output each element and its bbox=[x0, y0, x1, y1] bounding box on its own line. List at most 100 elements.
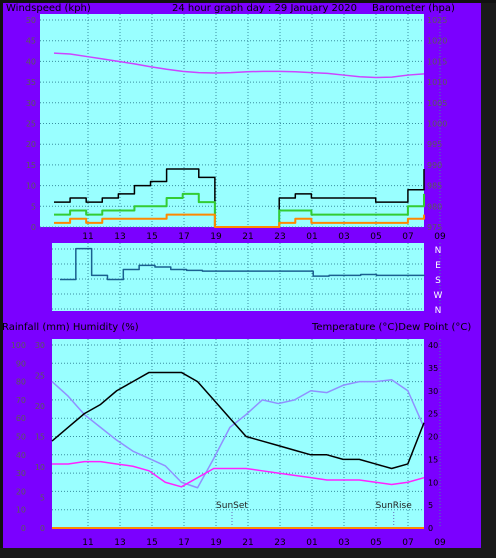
x-tick-label: 09 bbox=[434, 232, 446, 242]
x-tick-label: 17 bbox=[178, 232, 189, 242]
baro-y-tick: 1005 bbox=[427, 99, 447, 108]
temperature-line bbox=[51, 371, 425, 470]
temp-y-tick: 20 bbox=[428, 433, 438, 442]
wind-plot-area bbox=[40, 14, 424, 227]
baro-y-tick: 1000 bbox=[427, 120, 447, 129]
graph-date-title: 24 hour graph day : 29 January 2020 bbox=[172, 3, 357, 14]
x-tick-label: 03 bbox=[338, 232, 349, 242]
x-tick-label: 05 bbox=[370, 538, 381, 548]
rain-y-tick: 15 bbox=[35, 433, 45, 442]
temp-y-tick: 35 bbox=[428, 364, 438, 373]
windspeed-axis-title: Windspeed (kph) bbox=[6, 3, 91, 14]
x-tick-label: 21 bbox=[242, 538, 253, 548]
rain-y-tick: 0 bbox=[40, 524, 45, 533]
x-tick-label: 23 bbox=[274, 232, 285, 242]
dewpoint-line bbox=[52, 460, 425, 488]
humidity-y-tick: 80 bbox=[16, 378, 26, 387]
direction-y-tick: N bbox=[435, 306, 442, 316]
humidity-y-tick: 30 bbox=[16, 469, 26, 478]
baro-y-tick: 1010 bbox=[427, 78, 447, 87]
x-tick-label: 07 bbox=[402, 538, 413, 548]
series-layer bbox=[51, 52, 425, 529]
x-tick-label: 09 bbox=[434, 538, 446, 548]
bottom-gutter bbox=[0, 548, 496, 558]
x-tick-label: 03 bbox=[338, 538, 349, 548]
x-tick-label: 19 bbox=[210, 538, 222, 548]
x-tick-label: 01 bbox=[306, 538, 317, 548]
baro-y-tick: 980 bbox=[427, 202, 442, 211]
x-tick-label: 13 bbox=[114, 232, 125, 242]
wind-y-tick: 0 bbox=[31, 223, 36, 232]
baro-y-tick: 990 bbox=[427, 161, 442, 170]
rain-y-tick: 20 bbox=[35, 402, 45, 411]
x-tick-label: 15 bbox=[146, 232, 157, 242]
direction-y-tick: W bbox=[434, 291, 443, 301]
x-tick-label: 13 bbox=[114, 538, 125, 548]
barometer-line bbox=[53, 52, 425, 79]
x-tick-label: 15 bbox=[146, 538, 157, 548]
direction-plot-area bbox=[52, 243, 424, 311]
wind-y-tick: 20 bbox=[26, 140, 36, 149]
rain-humidity-axis-title: Rainfall (mm) Humidity (%) bbox=[2, 322, 139, 333]
right-gutter bbox=[481, 3, 496, 558]
wind-y-tick: 45 bbox=[26, 37, 36, 46]
wind-y-tick: 35 bbox=[26, 78, 36, 87]
direction-y-tick: S bbox=[435, 276, 441, 286]
temp-y-tick: 30 bbox=[428, 387, 438, 396]
rain-y-tick: 25 bbox=[35, 372, 45, 381]
barometer-axis-title: Barometer (hpa) bbox=[372, 3, 455, 14]
humidity-y-tick: 90 bbox=[16, 359, 26, 368]
direction-y-tick: E bbox=[435, 261, 441, 271]
temp-y-tick: 0 bbox=[428, 524, 433, 533]
temp-y-tick: 5 bbox=[428, 501, 433, 510]
humidity-y-tick: 60 bbox=[16, 414, 26, 423]
x-tick-label: 05 bbox=[370, 232, 381, 242]
grid-lines bbox=[40, 14, 441, 529]
humidity-line bbox=[51, 379, 425, 489]
x-tick-label: 17 bbox=[178, 538, 189, 548]
humidity-y-tick: 100 bbox=[11, 341, 26, 350]
sun-annotation: SunSet bbox=[216, 501, 248, 511]
humidity-y-tick: 70 bbox=[16, 396, 26, 405]
baro-y-tick: 1025 bbox=[427, 16, 447, 25]
sun-annotation: SunRise bbox=[376, 501, 413, 511]
wind-y-tick: 15 bbox=[26, 161, 36, 170]
wind-y-tick: 50 bbox=[26, 16, 36, 25]
wind-y-tick: 25 bbox=[26, 120, 36, 129]
x-tick-label: 11 bbox=[82, 538, 93, 548]
baro-y-tick: 1020 bbox=[427, 37, 447, 46]
axis-labels: 1111131315151717191921212323010103030505… bbox=[11, 16, 448, 548]
baro-y-tick: 985 bbox=[427, 182, 442, 191]
direction-y-tick: N bbox=[435, 246, 442, 256]
temp-y-tick: 15 bbox=[428, 455, 438, 464]
baro-y-tick: 995 bbox=[427, 140, 442, 149]
baro-y-tick: 1015 bbox=[427, 57, 447, 66]
x-tick-label: 07 bbox=[402, 232, 413, 242]
humidity-y-tick: 10 bbox=[16, 506, 26, 515]
rain-y-tick: 10 bbox=[35, 463, 45, 472]
x-tick-label: 23 bbox=[274, 538, 285, 548]
humidity-y-tick: 20 bbox=[16, 487, 26, 496]
temp-y-tick: 25 bbox=[428, 410, 438, 419]
temperature-dewpoint-axis-title: Temperature (°C)Dew Point (°C) bbox=[311, 322, 471, 333]
temp-y-tick: 40 bbox=[428, 341, 438, 350]
x-tick-label: 21 bbox=[242, 232, 253, 242]
humidity-y-tick: 50 bbox=[16, 433, 26, 442]
humidity-y-tick: 0 bbox=[21, 524, 26, 533]
rain-y-tick: 5 bbox=[40, 494, 45, 503]
wind-y-tick: 5 bbox=[31, 202, 36, 211]
wind-low-line bbox=[54, 213, 425, 228]
rain-y-tick: 30 bbox=[35, 341, 45, 350]
baro-y-tick: 975 bbox=[427, 223, 442, 232]
direction-line bbox=[60, 247, 425, 281]
x-tick-label: 01 bbox=[306, 232, 317, 242]
climate-plot-area bbox=[52, 339, 424, 528]
temp-y-tick: 10 bbox=[428, 478, 438, 487]
x-tick-label: 11 bbox=[82, 232, 93, 242]
wind-y-tick: 30 bbox=[26, 99, 36, 108]
wind-y-tick: 10 bbox=[26, 182, 36, 191]
x-tick-label: 19 bbox=[210, 232, 222, 242]
humidity-y-tick: 40 bbox=[16, 451, 26, 460]
wind-y-tick: 40 bbox=[26, 57, 36, 66]
